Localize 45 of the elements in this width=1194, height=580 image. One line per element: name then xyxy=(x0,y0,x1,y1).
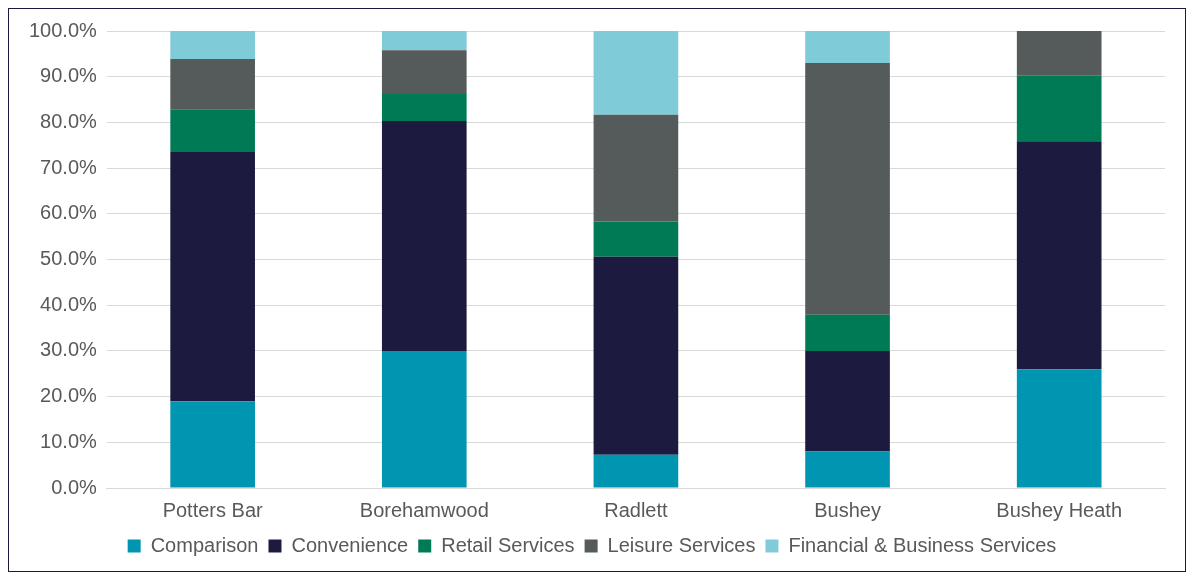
x-tick-label: Borehamwood xyxy=(359,498,489,521)
bar xyxy=(593,31,679,115)
legend-label: Comparison xyxy=(150,533,259,556)
bar xyxy=(1016,141,1102,370)
bar xyxy=(805,62,890,315)
legend-label: Retail Services xyxy=(441,533,575,556)
bar xyxy=(381,121,467,351)
x-tick-label: Bushey xyxy=(814,498,881,521)
bar xyxy=(593,256,679,455)
bar xyxy=(170,152,255,402)
x-tick-label: Radlett xyxy=(604,498,669,521)
bar xyxy=(170,58,255,110)
y-tick-label: 80.0% xyxy=(40,109,98,132)
y-tick-label: 20.0% xyxy=(40,384,98,407)
bar xyxy=(381,350,467,488)
y-tick-label: 50.0% xyxy=(40,247,98,270)
legend-label: Leisure Services xyxy=(607,533,756,556)
bar xyxy=(1016,75,1102,142)
bar xyxy=(593,454,679,488)
y-tick-label: 60.0% xyxy=(40,201,98,224)
bar xyxy=(170,109,255,153)
y-tick-label: 100.0% xyxy=(28,18,98,41)
bar xyxy=(1016,369,1102,488)
bar xyxy=(381,94,467,122)
x-tick-label: Bushey Heath xyxy=(996,498,1122,521)
y-tick-label: 10.0% xyxy=(40,429,98,452)
bar xyxy=(593,221,679,257)
bar xyxy=(381,31,467,51)
bar xyxy=(1016,31,1102,76)
bar xyxy=(381,50,467,95)
bar xyxy=(170,31,255,59)
legend-label: Financial & Business Services xyxy=(788,533,1057,556)
y-tick-label: 0.0% xyxy=(51,475,98,498)
x-tick-label: Potters Bar xyxy=(162,498,263,521)
bar xyxy=(805,31,890,63)
bar xyxy=(805,314,890,351)
bar xyxy=(805,451,890,488)
legend-label: Convenience xyxy=(291,533,409,556)
y-tick-label: 30.0% xyxy=(40,338,98,361)
y-tick-label: 90.0% xyxy=(40,64,98,87)
bar xyxy=(805,350,890,452)
bar xyxy=(170,401,255,488)
y-tick-label: 40.0% xyxy=(40,292,98,315)
bar xyxy=(593,114,679,222)
y-tick-label: 70.0% xyxy=(40,155,98,178)
